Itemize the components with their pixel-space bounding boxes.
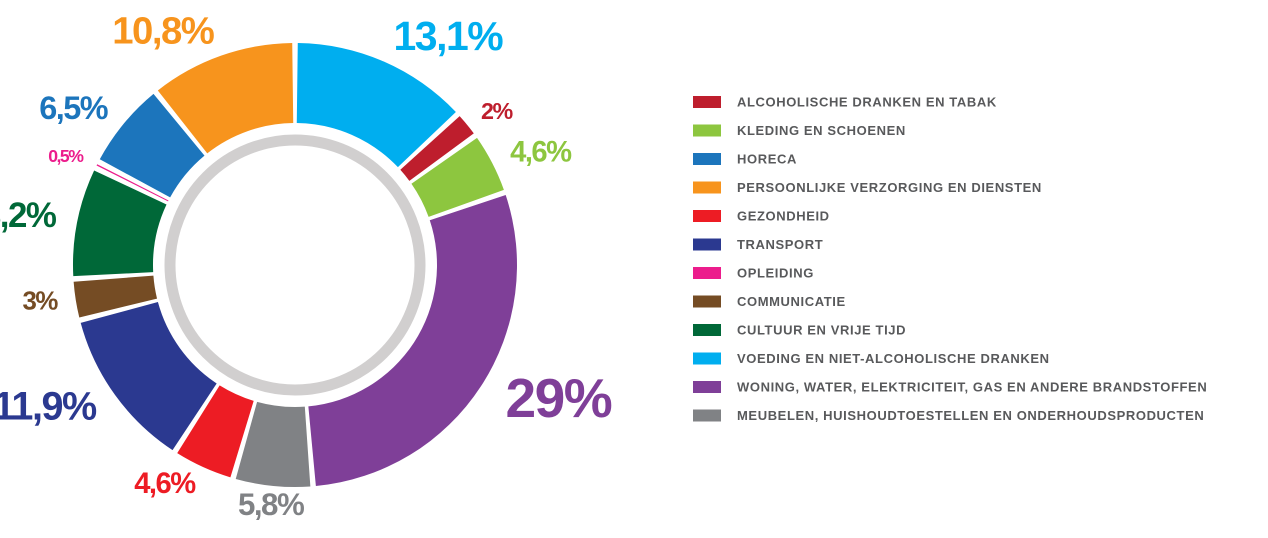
slice — [296, 43, 456, 168]
value-label: 10,8% — [112, 10, 215, 53]
legend-swatch — [693, 210, 721, 222]
legend-swatch — [693, 238, 721, 251]
legend-label: PERSOONLIJKE VERZORGING EN DIENSTEN — [737, 180, 1042, 195]
value-label: 5,8% — [238, 487, 304, 522]
legend-swatch — [693, 409, 721, 422]
legend-label: OPLEIDING — [737, 265, 814, 280]
slice — [157, 43, 294, 154]
legend-swatch — [693, 381, 721, 393]
value-label: 13,1% — [394, 13, 504, 59]
legend-swatch — [693, 153, 721, 165]
legend-swatch — [693, 124, 721, 137]
value-label: 6,5% — [39, 90, 108, 126]
legend-swatch — [693, 181, 721, 194]
slice — [73, 275, 158, 318]
inner-ring — [164, 134, 426, 396]
legend-label: HORECA — [737, 151, 797, 166]
slice — [411, 137, 504, 217]
legend-swatch — [693, 295, 721, 308]
value-label: 29% — [505, 367, 611, 429]
legend-label: CULTUUR EN VRIJE TIJD — [737, 322, 906, 337]
legend-label: KLEDING EN SCHOENEN — [737, 123, 906, 138]
legend-label: GEZONDHEID — [737, 208, 830, 223]
value-label: 8,2% — [0, 196, 57, 235]
slice — [72, 170, 167, 277]
slice — [177, 385, 254, 478]
value-label: 2% — [481, 98, 513, 124]
slice — [96, 164, 169, 202]
slice — [99, 93, 205, 198]
legend-label: VOEDING EN NIET-ALCOHOLISCHE DRANKEN — [737, 351, 1050, 366]
legend-swatch — [693, 96, 721, 108]
legend-label: ALCOHOLISCHE DRANKEN EN TABAK — [737, 94, 997, 109]
slice — [308, 195, 517, 487]
value-label: 4,6% — [134, 468, 196, 500]
value-label: 11,9% — [0, 384, 97, 428]
legend-label: TRANSPORT — [737, 237, 823, 252]
slice — [80, 302, 217, 451]
legend-label: WONING, WATER, ELEKTRICITEIT, GAS EN AND… — [737, 379, 1207, 394]
legend-label: MEUBELEN, HUISHOUDTOESTELLEN EN ONDERHOU… — [737, 408, 1204, 423]
value-label: 3% — [23, 288, 59, 316]
value-label: 4,6% — [510, 136, 572, 168]
value-label: 0,5% — [48, 146, 84, 166]
slice — [400, 116, 474, 181]
legend-swatch — [693, 352, 721, 365]
legend-swatch — [693, 267, 721, 279]
legend-swatch — [693, 324, 721, 336]
slice — [235, 401, 311, 487]
legend-label: COMMUNICATIE — [737, 294, 846, 309]
